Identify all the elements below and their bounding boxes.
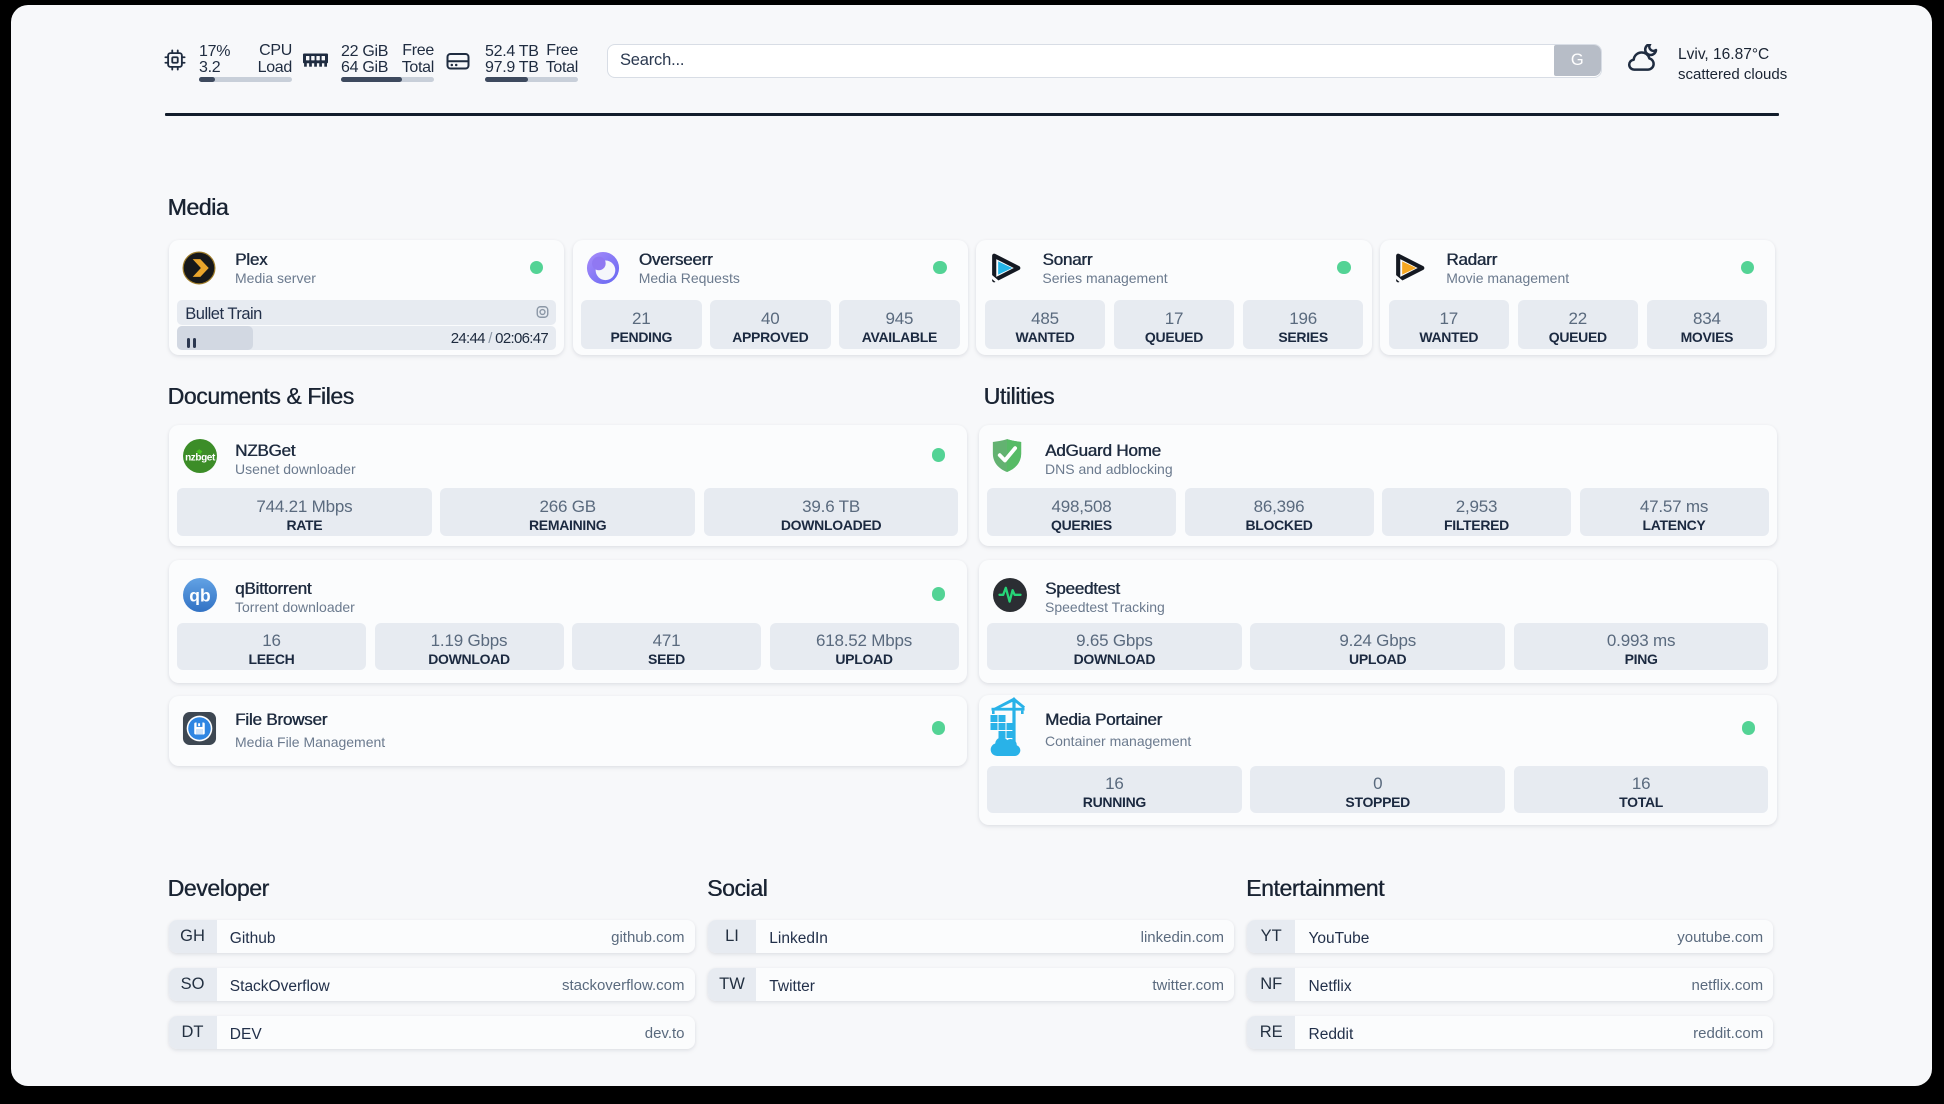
svg-text:nzbget: nzbget <box>185 453 216 464</box>
svg-text:qb: qb <box>189 586 210 606</box>
